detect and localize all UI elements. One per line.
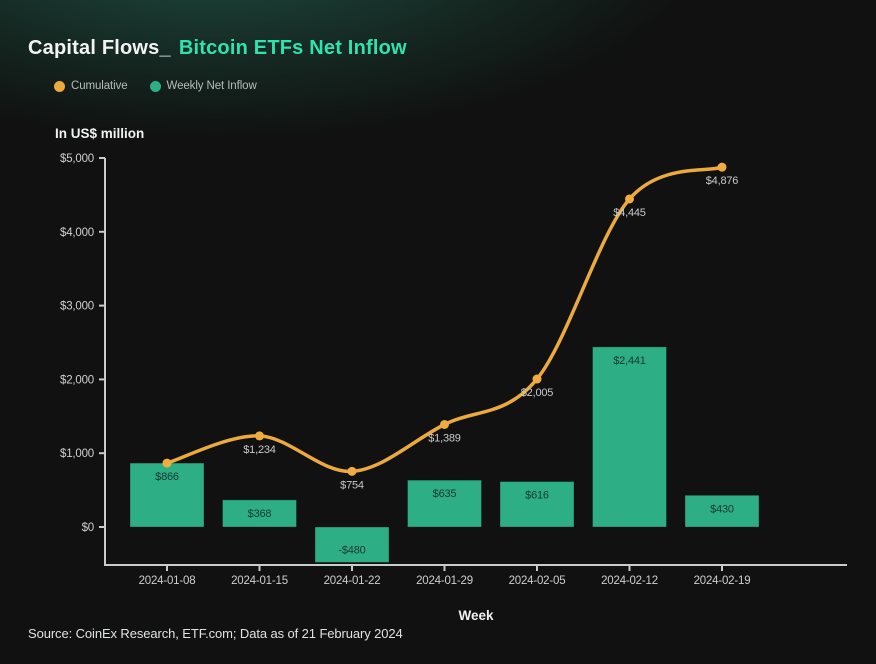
bar-value-label: $866 xyxy=(155,471,179,483)
weekly-net-inflow-bar xyxy=(684,494,760,528)
weekly-net-inflow-legend-dot-icon xyxy=(149,80,161,92)
cumulative-line-marker xyxy=(625,194,634,204)
y-axis-tick-label: $5,000 xyxy=(60,153,94,165)
line-value-label: $4,876 xyxy=(706,175,739,187)
line-value-label: $1,234 xyxy=(243,444,276,456)
weekly-net-inflow-bar xyxy=(499,481,575,528)
cumulative-line-marker xyxy=(532,374,542,384)
bar-value-label: $616 xyxy=(525,490,549,502)
x-axis-tick-label: 2024-02-05 xyxy=(509,575,566,587)
weekly-net-inflow-bar xyxy=(222,499,297,528)
line-value-label: $4,445 xyxy=(613,207,646,219)
line-value-label: $2,005 xyxy=(521,387,554,399)
cumulative-line-marker xyxy=(347,466,357,476)
source-note: Source: CoinEx Research, ETF.com; Data a… xyxy=(28,626,403,641)
cumulative-line-marker xyxy=(255,431,264,441)
bar-value-label: $368 xyxy=(248,508,272,520)
line-value-label: $754 xyxy=(340,479,364,491)
x-axis-tick-label: 2024-01-22 xyxy=(324,575,381,587)
bar-value-label: $635 xyxy=(433,488,457,500)
y-axis-tick-label: $1,000 xyxy=(60,448,94,460)
page-title: Capital Flows_ Bitcoin ETFs Net Inflow xyxy=(28,37,407,60)
x-axis-tick-label: 2024-01-08 xyxy=(139,575,196,587)
y-axis-tick-label: $3,000 xyxy=(60,301,94,313)
legend-label: Weekly Net Inflow xyxy=(166,80,257,92)
y-axis-unit-label: In US$ million xyxy=(55,126,145,141)
cumulative-line-marker xyxy=(717,162,727,172)
bar-value-label: -$480 xyxy=(338,544,365,556)
x-axis-tick-label: 2024-01-15 xyxy=(231,575,288,587)
legend-item-weekly-net-inflow: Weekly Net Inflow xyxy=(149,80,257,92)
title-prefix: Capital Flows_ xyxy=(28,37,171,60)
x-axis-title: Week xyxy=(458,608,494,623)
x-axis-tick-label: 2024-02-19 xyxy=(694,575,751,587)
cumulative-line-marker xyxy=(440,419,449,429)
legend-label: Cumulative xyxy=(71,80,128,92)
y-axis-tick-label: $2,000 xyxy=(60,374,94,386)
legend-item-cumulative: Cumulative xyxy=(54,80,128,92)
weekly-net-inflow-bar xyxy=(129,462,205,528)
weekly-net-inflow-bar xyxy=(407,479,482,528)
y-axis-tick-label: $4,000 xyxy=(60,227,94,239)
bar-value-label: $2,441 xyxy=(613,355,646,367)
weekly-net-inflow-bar xyxy=(592,346,667,528)
weekly-net-inflow-bar xyxy=(314,526,390,563)
cumulative-line-marker xyxy=(162,458,172,468)
bar-value-label: $430 xyxy=(710,503,734,515)
chart-legend: Cumulative Weekly Net Inflow xyxy=(54,80,257,92)
cumulative-legend-dot-icon xyxy=(54,80,65,92)
y-axis-tick-label: $0 xyxy=(82,522,94,534)
x-axis-tick-label: 2024-02-12 xyxy=(601,575,658,587)
line-value-label: $1,389 xyxy=(428,432,461,444)
x-axis-tick-label: 2024-01-29 xyxy=(416,575,473,587)
title-highlight: Bitcoin ETFs Net Inflow xyxy=(178,37,407,60)
